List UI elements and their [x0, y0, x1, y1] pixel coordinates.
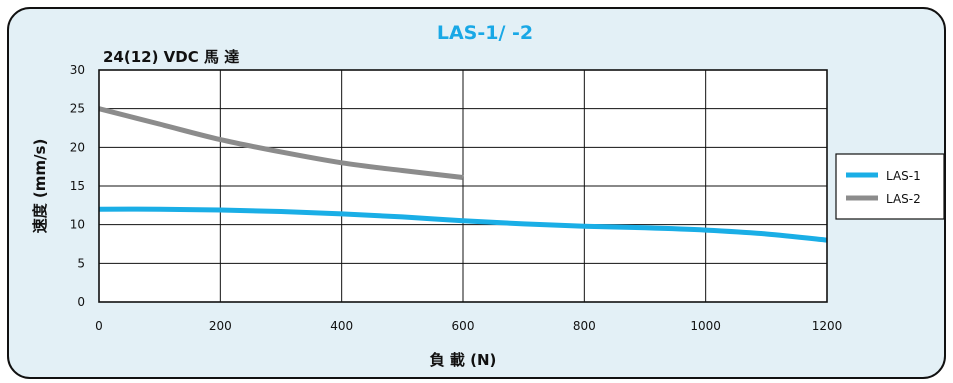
chart-title: LAS-1/ -2 [437, 22, 533, 44]
y-axis-title: 速度 (mm/s) [31, 139, 49, 234]
y-tick-label: 5 [77, 256, 85, 270]
x-tick-label: 1200 [812, 319, 843, 333]
legend-label-las-1: LAS-1 [886, 169, 921, 183]
series-line-las-2 [98, 106, 464, 180]
x-tick-label: 200 [209, 319, 232, 333]
x-tick-label: 600 [452, 319, 475, 333]
y-tick-label: 10 [70, 218, 85, 232]
x-axis-title: 負 載 (N) [430, 351, 497, 369]
x-tick-label: 1000 [690, 319, 721, 333]
grid [98, 69, 828, 303]
y-tick-label: 30 [70, 63, 85, 77]
legend: LAS-1 LAS-2 [835, 153, 945, 220]
y-tick-label: 20 [70, 140, 85, 154]
y-tick-label: 25 [70, 102, 85, 116]
legend-label-las-2: LAS-2 [886, 192, 921, 206]
x-axis-ticks: 0 200 400 600 800 1000 1200 [95, 319, 842, 333]
plot-frame [98, 69, 828, 303]
x-tick-label: 400 [330, 319, 353, 333]
y-axis-ticks: 0 5 10 15 20 25 30 [70, 63, 85, 309]
y-tick-label: 15 [70, 179, 85, 193]
chart-subtitle: 24(12) VDC 馬 達 [103, 48, 239, 66]
series-group [98, 106, 828, 243]
legend-box [835, 153, 945, 220]
x-tick-label: 800 [573, 319, 596, 333]
x-tick-label: 0 [95, 319, 103, 333]
y-tick-label: 0 [77, 295, 85, 309]
series-line-las-1 [98, 206, 828, 243]
